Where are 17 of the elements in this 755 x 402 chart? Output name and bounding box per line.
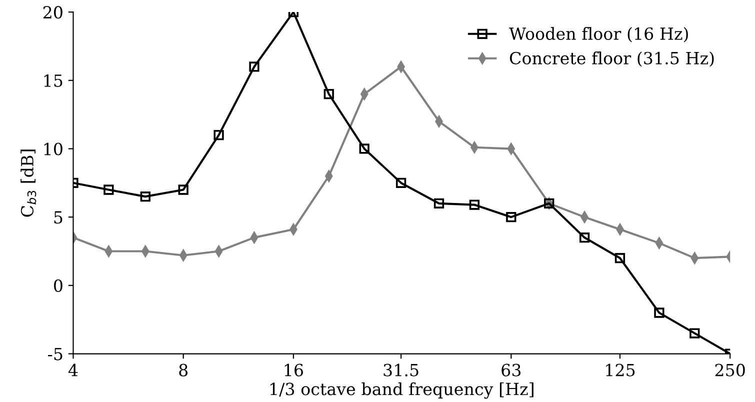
y-axis-title: C$_{b3}$ [dB] xyxy=(20,150,36,217)
y-tick-label: -5 xyxy=(48,348,62,360)
x-tick-label: 250 xyxy=(715,364,745,376)
y-tick-label: 10 xyxy=(44,142,62,156)
x-tick-label: 63 xyxy=(502,364,521,376)
y-tick-label: 5 xyxy=(54,211,62,224)
x-tick-label: 31.5 xyxy=(384,364,418,376)
y-tick-label: 20 xyxy=(43,6,62,19)
y-tick-label: 15 xyxy=(44,74,62,87)
x-tick-label: 16 xyxy=(284,364,303,376)
legend-label: Concrete floor (31.5 Hz) xyxy=(510,52,714,67)
legend-label: Wooden floor (16 Hz) xyxy=(509,27,688,42)
x-tick-label: 8 xyxy=(179,364,188,376)
x-axis-title: 1/3 octave band frequency [Hz] xyxy=(270,382,534,399)
y-tick-label: 0 xyxy=(54,279,62,292)
x-tick-label: 4 xyxy=(68,364,78,376)
x-tick-label: 125 xyxy=(606,364,635,376)
